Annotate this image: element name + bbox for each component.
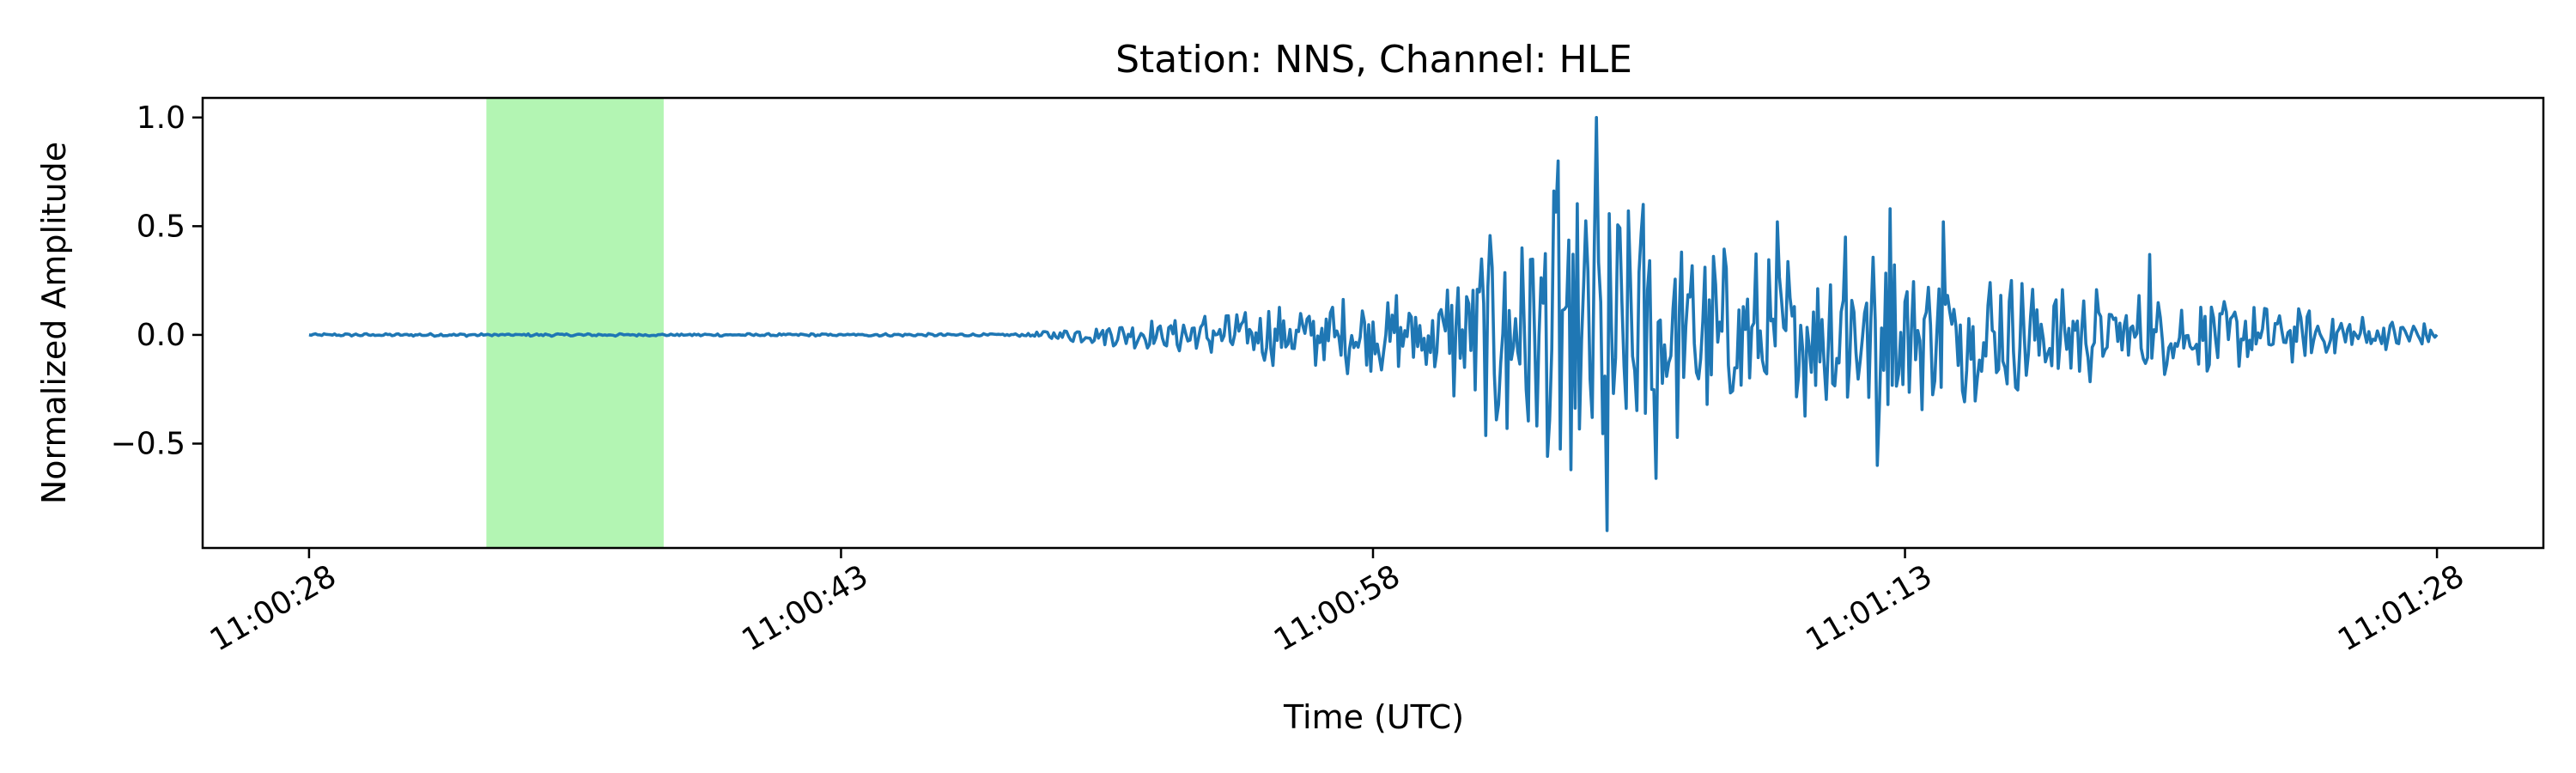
y-tick-label: 0.5 xyxy=(137,209,185,244)
waveform-trace xyxy=(308,116,2439,533)
highlight-window xyxy=(486,98,664,548)
chart-title: Station: NNS, Channel: HLE xyxy=(1115,38,1632,82)
y-tick-label: −0.5 xyxy=(111,426,185,461)
y-axis: 1.0 0.5 0.0 −0.5 xyxy=(111,100,203,461)
x-tick-label: 11:01:28 xyxy=(2332,558,2470,658)
y-tick-label: 0.0 xyxy=(137,318,185,353)
plot-area xyxy=(308,98,2439,548)
x-tick-label: 11:00:43 xyxy=(736,558,874,658)
x-tick-label: 11:01:13 xyxy=(1801,558,1939,658)
x-axis: 11:00:28 11:00:43 11:00:58 11:01:13 11:01:28 xyxy=(204,548,2470,659)
x-tick-label: 11:00:58 xyxy=(1268,558,1406,658)
y-axis-label: Normalized Amplitude xyxy=(35,142,73,504)
x-tick-label: 11:00:28 xyxy=(204,558,343,658)
y-tick-label: 1.0 xyxy=(137,100,185,136)
x-axis-label: Time (UTC) xyxy=(1283,698,1464,736)
